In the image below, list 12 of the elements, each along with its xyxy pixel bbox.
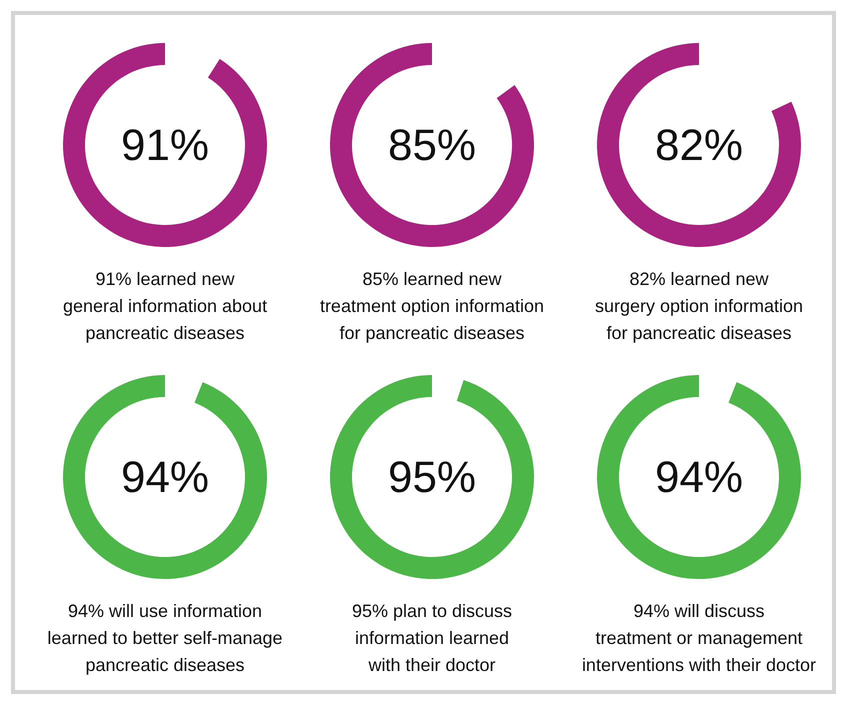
text: 95%: [388, 453, 476, 502]
text: 95% plan to discuss information learned with their doctor: [352, 601, 512, 675]
text: 91%: [120, 121, 210, 170]
text: 82%: [654, 121, 744, 170]
text: 85%: [388, 121, 476, 170]
text: 94% will use information learned to better self-manage pancreatic diseases: [47, 601, 283, 675]
text: 94%: [654, 453, 744, 502]
text: 94%: [120, 453, 210, 502]
text: 82% learned new surgery option information for pancreatic diseases: [594, 269, 804, 343]
text: 85% learned new treatment option information for pancreatic diseases: [320, 269, 544, 343]
text: 91% learned new general information about pancreatic diseases: [62, 269, 268, 343]
text: 94% will discuss treatment or management interventions with their doctor: [582, 601, 816, 675]
